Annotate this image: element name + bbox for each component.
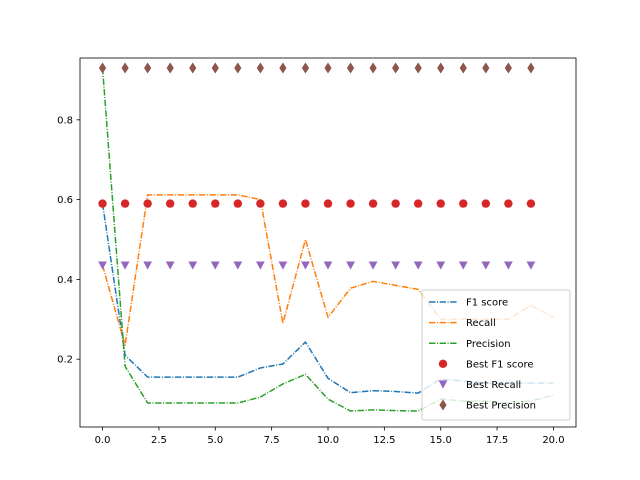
best-precision-point	[527, 62, 535, 74]
legend-best-recall-label: Best Recall	[466, 380, 521, 391]
best-precision-point	[414, 62, 422, 74]
best-f1-score-point	[368, 199, 378, 208]
x-axis-ticks: 0.0 2.5 5.0 7.5 10.0 12.5 15.0 17.5 20.0	[95, 427, 565, 446]
best-f1-score-point	[323, 199, 333, 208]
best-f1-score-point	[188, 199, 197, 208]
best-precision-point	[98, 62, 107, 74]
x-tick-label: 5.0	[207, 435, 223, 446]
best-recall-point	[526, 261, 536, 270]
x-tick-label: 2.5	[151, 435, 167, 446]
legend: F1 score Recall Precision Best F1 score Best…	[421, 289, 571, 421]
best-recall-point	[436, 261, 446, 270]
best-f1-score-point	[143, 199, 152, 208]
x-tick-label: 20.0	[542, 435, 564, 446]
best-recall-point	[188, 261, 198, 270]
best-precision-point	[392, 62, 400, 74]
best-f1-score-point	[391, 199, 400, 208]
best-recall-point	[323, 261, 333, 270]
best-precision-point	[504, 62, 512, 74]
best-precision-point	[234, 62, 242, 74]
best-precision-point	[166, 62, 174, 74]
best-f1-score-point	[211, 199, 220, 208]
best-f1-score-point	[526, 199, 536, 208]
best-precision-point	[301, 62, 310, 74]
best-f1-score-point	[504, 199, 513, 208]
best-f1-score-point	[233, 199, 243, 208]
x-tick-label: 17.5	[486, 435, 508, 446]
best-recall-point	[255, 261, 265, 270]
best-recall-point	[503, 261, 513, 270]
best-recall-point	[301, 261, 310, 270]
precision-line	[101, 67, 554, 412]
best-f1-score-point	[301, 199, 310, 208]
best-recall-point	[368, 261, 378, 270]
legend-best-f1-score-label: Best F1 score	[466, 359, 534, 370]
x-tick-label: 0.0	[95, 435, 111, 446]
best-f1-score-point	[278, 199, 288, 208]
series-layer	[98, 62, 554, 412]
best-recall-point	[165, 261, 175, 270]
best-recall-point	[278, 261, 288, 270]
best-recall-point	[98, 261, 107, 270]
legend-best-recall-swatch	[438, 380, 448, 389]
recall-line	[101, 194, 554, 346]
x-tick-label: 10.0	[317, 435, 339, 446]
legend-best-precision-swatch	[439, 399, 447, 411]
best-precision-point	[121, 62, 129, 74]
best-recall-point	[233, 261, 243, 270]
best-precision-point	[324, 62, 332, 74]
best-recall-point	[346, 261, 355, 270]
best-f1-score-point	[436, 199, 445, 208]
best-f1-score-point	[346, 199, 355, 208]
best-f1-score-point	[481, 199, 491, 208]
best-precision-point	[144, 62, 152, 74]
best-f1-score-point	[98, 199, 107, 208]
y-tick-label: 0.4	[57, 275, 73, 286]
y-tick-label: 0.6	[57, 195, 73, 206]
best-recall-point	[413, 261, 423, 270]
legend-recall-label: Recall	[466, 318, 496, 329]
y-tick-label: 0.8	[57, 115, 73, 126]
legend-precision-label: Precision	[466, 339, 511, 350]
legend-best-f1-score-swatch	[438, 359, 448, 368]
best-recall-point	[458, 261, 468, 270]
legend-f1-score-label: F1 score	[466, 298, 508, 309]
legend-box	[421, 289, 571, 421]
best-precision-point	[256, 62, 264, 74]
best-recall-point	[120, 261, 130, 270]
best-precision-point	[437, 62, 445, 74]
best-precision-point	[482, 62, 490, 74]
x-tick-label: 15.0	[430, 435, 452, 446]
best-f1-score-point	[165, 199, 175, 208]
x-tick-label: 12.5	[373, 435, 395, 446]
best-recall-point	[481, 261, 491, 270]
x-tick-label: 7.5	[264, 435, 280, 446]
best-f1-score-point	[459, 199, 468, 208]
best-precision-point	[459, 62, 467, 74]
best-precision-point	[369, 62, 377, 74]
best-precision-point	[211, 62, 219, 74]
best-precision-point	[346, 62, 355, 74]
best-precision-point	[189, 62, 197, 74]
best-f1-score-point	[256, 199, 265, 208]
y-tick-label: 0.2	[57, 355, 73, 366]
best-f1-score-point	[413, 199, 423, 208]
legend-best-precision-label: Best Precision	[466, 401, 536, 412]
best-recall-point	[210, 261, 220, 270]
best-f1-score-point	[120, 199, 130, 208]
y-axis-ticks: 0.2 0.4 0.6 0.8	[57, 115, 80, 366]
best-recall-point	[391, 261, 401, 270]
best-recall-point	[143, 261, 153, 270]
best-precision-point	[279, 62, 287, 74]
